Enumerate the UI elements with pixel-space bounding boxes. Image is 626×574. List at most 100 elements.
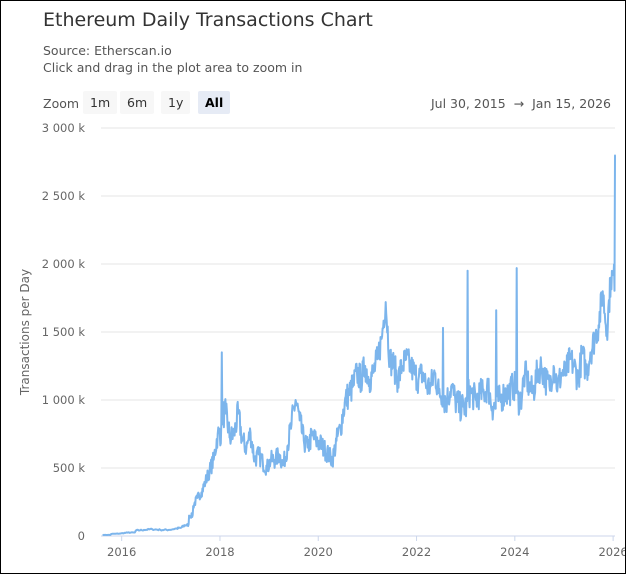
data-point [421, 372, 424, 374]
data-point [552, 365, 555, 367]
y-tick-label: 2 000 k [42, 257, 86, 271]
zoom-all-button[interactable]: All [198, 91, 231, 114]
data-point [241, 440, 244, 442]
zoom-6m-button[interactable]: 6m [120, 91, 155, 114]
data-point [397, 378, 399, 381]
x-tick-label: 2018 [205, 545, 234, 559]
data-point [335, 440, 338, 442]
data-point [200, 491, 203, 494]
data-point [450, 385, 452, 388]
data-point [548, 385, 551, 388]
data-point [118, 532, 121, 535]
data-point [483, 392, 485, 395]
data-point [429, 385, 432, 388]
data-point [245, 446, 248, 449]
data-point [507, 392, 510, 395]
data-point [216, 433, 219, 435]
data-point [376, 358, 379, 361]
data-point [573, 365, 575, 367]
data-point [393, 365, 395, 367]
data-point [458, 406, 461, 408]
data-point [511, 385, 514, 388]
data-point [315, 440, 317, 442]
zoom-label: Zoom [43, 96, 80, 111]
data-point [532, 392, 534, 395]
data-point [126, 531, 129, 534]
zoom-1y-button[interactable]: 1y [161, 91, 191, 114]
data-point [581, 351, 584, 354]
data-point [167, 529, 170, 531]
data-point [515, 267, 518, 269]
x-tick-label: 2026 [598, 545, 625, 559]
date-to[interactable]: Jan 15, 2026 [532, 96, 611, 111]
data-point [180, 527, 182, 529]
data-point [413, 372, 416, 374]
data-point [372, 372, 375, 374]
data-point [589, 351, 592, 354]
data-point [135, 529, 137, 532]
data-point [540, 365, 543, 367]
data-point [347, 392, 350, 395]
data-point [438, 392, 440, 395]
data-point [327, 453, 330, 456]
data-point [409, 365, 412, 367]
y-tick-label: 1 000 k [42, 393, 86, 407]
y-tick-label: 500 k [53, 461, 86, 475]
x-tick-label: 2024 [500, 545, 529, 559]
data-point [294, 399, 297, 401]
data-point [356, 372, 358, 374]
data-point [495, 309, 498, 312]
data-point [110, 533, 113, 535]
date-from[interactable]: Jul 30, 2015 [430, 96, 506, 111]
chart-hint: Click and drag in the plot area to zoom … [43, 60, 303, 75]
data-point [524, 372, 526, 374]
data-point [487, 385, 489, 388]
data-point [274, 459, 276, 461]
data-point [614, 154, 616, 156]
data-point [307, 446, 309, 449]
data-point [454, 399, 457, 401]
data-point [192, 505, 194, 507]
data-point [470, 392, 473, 395]
data-point [282, 464, 285, 467]
data-point [143, 529, 145, 531]
date-range: Jul 30, 2015 → Jan 15, 2026 [431, 96, 611, 111]
y-tick-label: 0 [78, 529, 85, 543]
data-point [188, 514, 190, 517]
data-point [601, 290, 604, 293]
data-point [151, 528, 154, 530]
data-point [569, 358, 571, 361]
data-point [610, 276, 612, 279]
data-point [278, 453, 280, 456]
data-point [208, 469, 211, 472]
zoom-1m-button[interactable]: 1m [83, 91, 118, 114]
data-point [225, 412, 227, 415]
data-point [360, 378, 362, 381]
data-point [446, 399, 448, 401]
data-point [319, 442, 321, 445]
data-point [593, 338, 596, 340]
y-axis-title: Transactions per Day [18, 269, 32, 396]
data-point [405, 358, 407, 361]
data-point [491, 406, 493, 408]
data-point [466, 270, 469, 272]
chart-title: Ethereum Daily Transactions Chart [43, 9, 373, 31]
y-tick-label: 3 000 k [42, 121, 86, 135]
data-point [597, 324, 600, 327]
y-tick-label: 2 500 k [42, 189, 86, 203]
data-point [253, 459, 256, 461]
data-point [302, 440, 305, 442]
data-point [474, 399, 477, 401]
data-point [159, 529, 162, 531]
data-point [184, 524, 186, 526]
data-point [212, 459, 215, 461]
data-point [388, 358, 391, 361]
data-point [417, 378, 420, 381]
data-point [204, 480, 207, 483]
data-point [544, 378, 547, 381]
data-point [560, 372, 563, 374]
data-point [364, 365, 366, 367]
data-point [368, 378, 371, 381]
